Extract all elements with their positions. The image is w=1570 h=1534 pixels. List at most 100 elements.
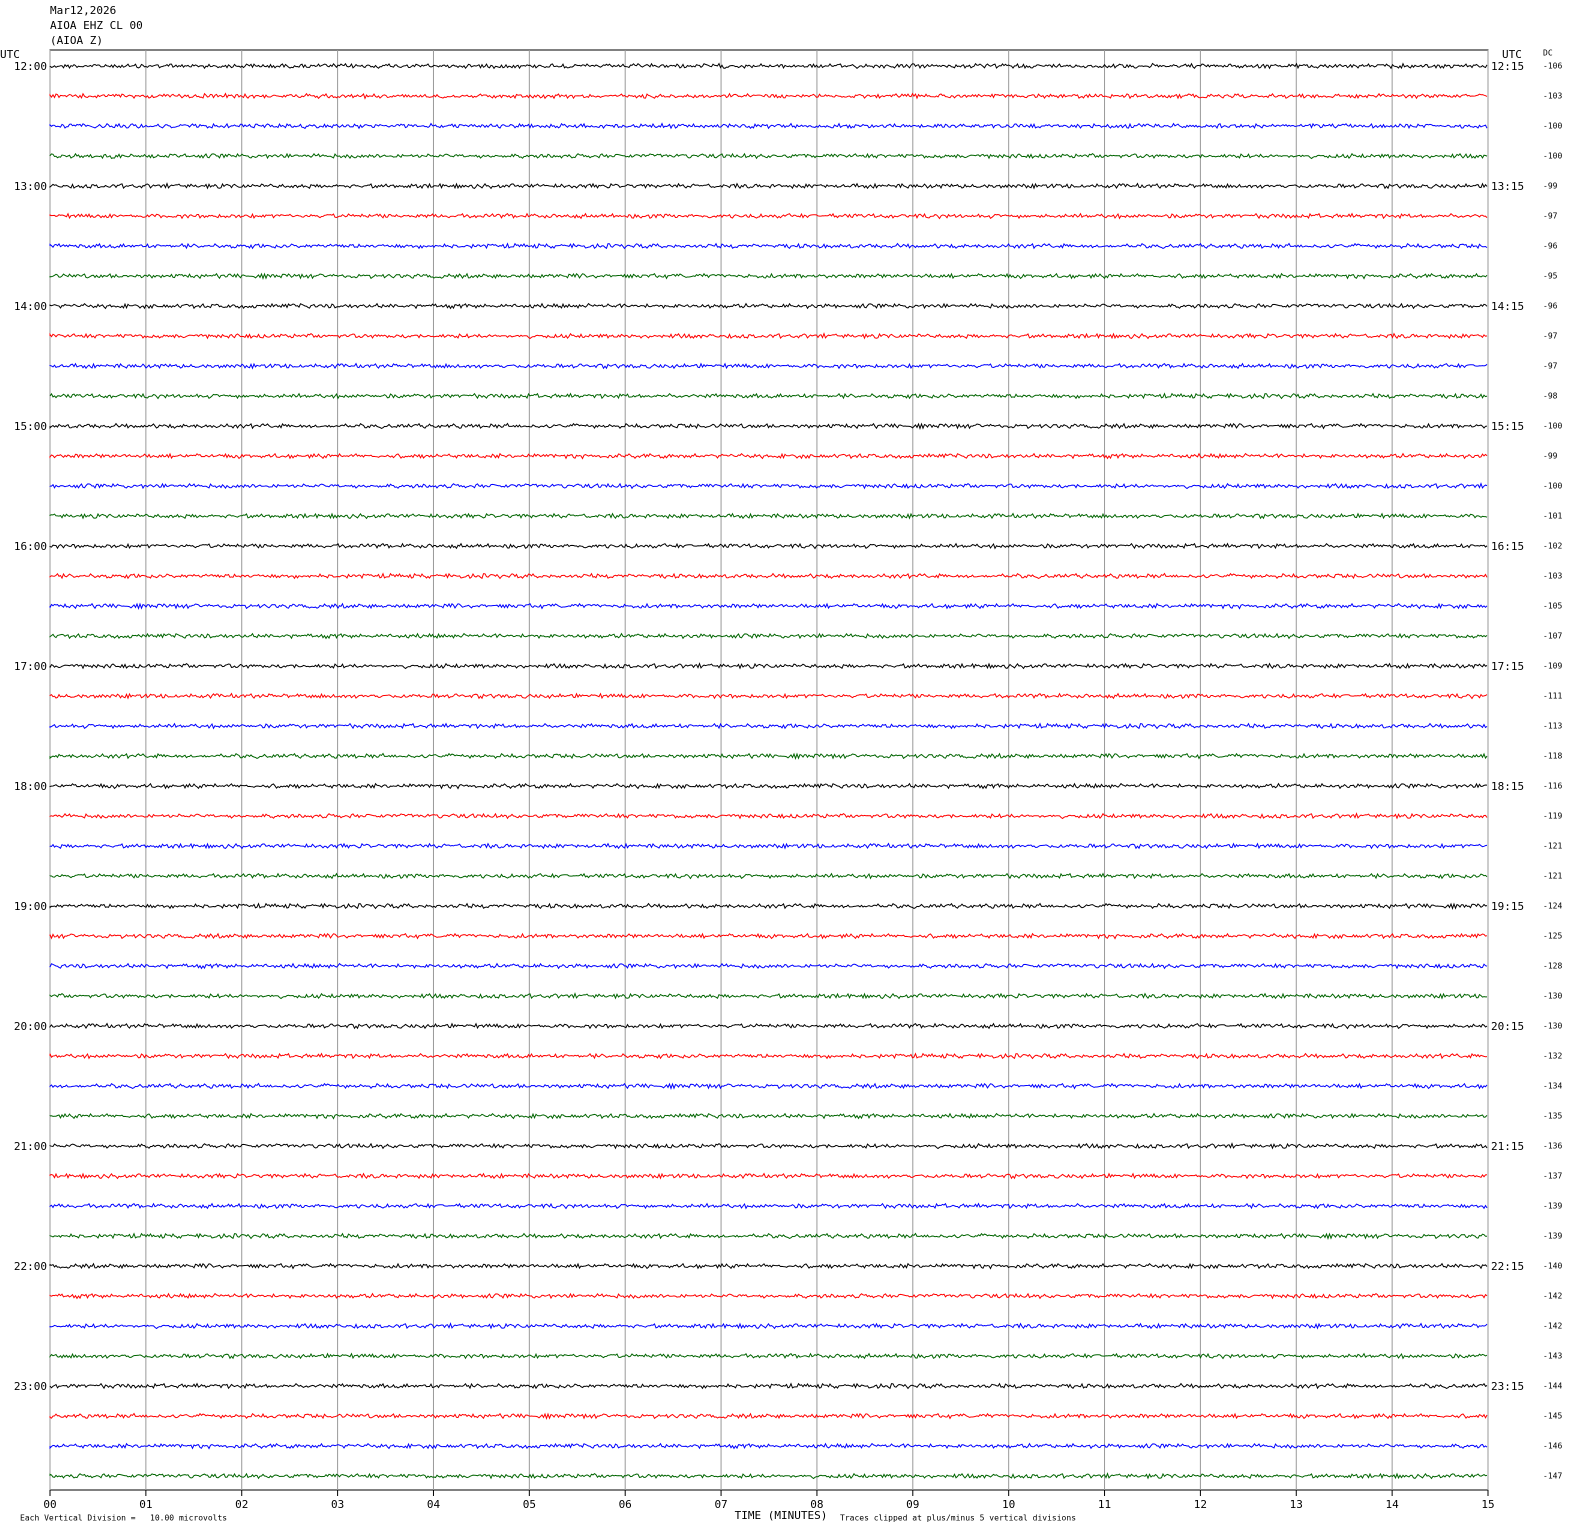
left-time: 23:00 bbox=[14, 1380, 47, 1393]
right-time: 17:15 bbox=[1491, 660, 1524, 673]
dc-value: -134 bbox=[1543, 1082, 1562, 1091]
dc-value: -130 bbox=[1543, 1022, 1562, 1031]
trace bbox=[49, 872, 1488, 880]
trace bbox=[49, 572, 1488, 580]
dc-label: DC bbox=[1543, 49, 1553, 58]
dc-value: -125 bbox=[1543, 932, 1562, 941]
left-time: 15:00 bbox=[14, 420, 47, 433]
trace bbox=[49, 1022, 1488, 1030]
trace bbox=[49, 1232, 1487, 1240]
dc-value: -99 bbox=[1543, 182, 1558, 191]
dc-value: -144 bbox=[1543, 1382, 1562, 1391]
dc-value: -98 bbox=[1543, 392, 1558, 401]
trace bbox=[49, 1082, 1488, 1090]
dc-value: -109 bbox=[1543, 662, 1562, 671]
trace bbox=[49, 962, 1488, 970]
dc-value: -142 bbox=[1543, 1322, 1562, 1331]
dc-value: -124 bbox=[1543, 902, 1562, 911]
right-time: 21:15 bbox=[1491, 1140, 1524, 1153]
trace bbox=[49, 632, 1488, 640]
dc-value: -100 bbox=[1543, 482, 1562, 491]
clipped-note: Traces clipped at plus/minus 5 vertical … bbox=[840, 1514, 1076, 1523]
x-tick-label: 03 bbox=[331, 1498, 344, 1511]
x-tick-label: 10 bbox=[1002, 1498, 1015, 1511]
trace bbox=[49, 1292, 1488, 1300]
trace bbox=[49, 542, 1488, 550]
right-unit: UTC bbox=[1502, 48, 1522, 61]
trace bbox=[49, 452, 1488, 460]
left-time: 21:00 bbox=[14, 1140, 47, 1153]
trace bbox=[49, 1052, 1488, 1060]
right-time: 16:15 bbox=[1491, 540, 1524, 553]
trace bbox=[49, 92, 1488, 100]
trace bbox=[49, 932, 1488, 940]
right-time: 12:15 bbox=[1491, 60, 1524, 73]
dc-value: -97 bbox=[1543, 212, 1558, 221]
dc-value: -132 bbox=[1543, 1052, 1562, 1061]
left-time: 18:00 bbox=[14, 780, 47, 793]
trace bbox=[49, 842, 1488, 850]
left-time: 14:00 bbox=[14, 300, 47, 313]
dc-value: -100 bbox=[1543, 122, 1562, 131]
x-tick-label: 08 bbox=[810, 1498, 823, 1511]
trace bbox=[49, 512, 1488, 520]
dc-value: -142 bbox=[1543, 1292, 1562, 1301]
trace bbox=[49, 692, 1488, 700]
trace bbox=[49, 1112, 1488, 1120]
trace bbox=[49, 392, 1488, 400]
dc-value: -100 bbox=[1543, 152, 1562, 161]
left-time: 22:00 bbox=[14, 1260, 47, 1273]
dc-value: -128 bbox=[1543, 962, 1562, 971]
dc-value: -107 bbox=[1543, 632, 1562, 641]
trace bbox=[49, 902, 1488, 910]
x-tick-label: 04 bbox=[427, 1498, 441, 1511]
dc-value: -118 bbox=[1543, 752, 1562, 761]
right-time: 18:15 bbox=[1491, 780, 1524, 793]
trace bbox=[49, 1382, 1488, 1390]
trace bbox=[49, 62, 1488, 70]
trace bbox=[49, 1412, 1488, 1420]
dc-value: -139 bbox=[1543, 1232, 1562, 1241]
trace bbox=[49, 662, 1488, 670]
dc-value: -139 bbox=[1543, 1202, 1562, 1211]
x-tick-label: 12 bbox=[1194, 1498, 1207, 1511]
trace bbox=[49, 1262, 1488, 1270]
trace bbox=[49, 1472, 1488, 1480]
left-time: 17:00 bbox=[14, 660, 47, 673]
trace bbox=[49, 722, 1488, 730]
right-time: 13:15 bbox=[1491, 180, 1524, 193]
x-tick-label: 01 bbox=[139, 1498, 152, 1511]
dc-value: -145 bbox=[1543, 1412, 1562, 1421]
trace bbox=[49, 782, 1488, 790]
trace bbox=[49, 812, 1488, 820]
x-tick-label: 02 bbox=[235, 1498, 248, 1511]
x-tick-label: 07 bbox=[714, 1498, 727, 1511]
plot-frame bbox=[49, 49, 1489, 1491]
station: AIOA EHZ CL 00 bbox=[50, 19, 143, 32]
x-tick-label: 13 bbox=[1290, 1498, 1303, 1511]
right-time: 22:15 bbox=[1491, 1260, 1524, 1273]
dc-value: -137 bbox=[1543, 1172, 1562, 1181]
dc-value: -147 bbox=[1543, 1472, 1562, 1481]
x-tick-label: 09 bbox=[906, 1498, 919, 1511]
x-tick-label: 06 bbox=[619, 1498, 632, 1511]
left-unit: UTC bbox=[0, 48, 20, 61]
trace bbox=[49, 302, 1488, 310]
dc-value: -121 bbox=[1543, 872, 1562, 881]
dc-value: -135 bbox=[1543, 1112, 1562, 1121]
dc-value: -105 bbox=[1543, 602, 1562, 611]
left-time: 19:00 bbox=[14, 900, 47, 913]
dc-value: -97 bbox=[1543, 362, 1558, 371]
trace bbox=[49, 1142, 1488, 1150]
x-tick-label: 05 bbox=[523, 1498, 536, 1511]
division-note: Each Vertical Division = 10.00 microvolt… bbox=[20, 1514, 227, 1523]
trace bbox=[49, 992, 1487, 1000]
left-time: 13:00 bbox=[14, 180, 47, 193]
trace bbox=[49, 1202, 1488, 1210]
dc-value: -97 bbox=[1543, 332, 1558, 341]
trace bbox=[49, 482, 1488, 490]
trace bbox=[49, 362, 1488, 370]
left-time: 20:00 bbox=[14, 1020, 47, 1033]
trace bbox=[49, 1172, 1488, 1180]
